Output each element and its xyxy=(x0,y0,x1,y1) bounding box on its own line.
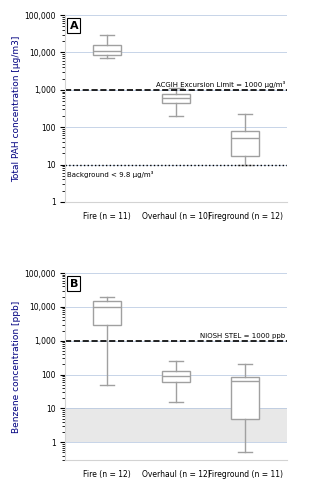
PathPatch shape xyxy=(231,131,259,156)
PathPatch shape xyxy=(162,94,190,104)
PathPatch shape xyxy=(93,45,121,55)
Bar xyxy=(65,408,287,442)
Text: A: A xyxy=(70,20,78,30)
Y-axis label: Benzene concentration [ppb]: Benzene concentration [ppb] xyxy=(12,300,21,432)
Text: B: B xyxy=(70,278,78,288)
PathPatch shape xyxy=(93,301,121,324)
Text: NIOSH STEL = 1000 ppb: NIOSH STEL = 1000 ppb xyxy=(200,332,286,338)
PathPatch shape xyxy=(162,370,190,382)
Text: ACGIH Excursion Limit = 1000 µg/m³: ACGIH Excursion Limit = 1000 µg/m³ xyxy=(156,80,286,87)
Text: Background < 9.8 µg/m³: Background < 9.8 µg/m³ xyxy=(67,171,154,178)
PathPatch shape xyxy=(231,377,259,418)
Y-axis label: Total PAH concentration [µg/m3]: Total PAH concentration [µg/m3] xyxy=(12,36,21,182)
